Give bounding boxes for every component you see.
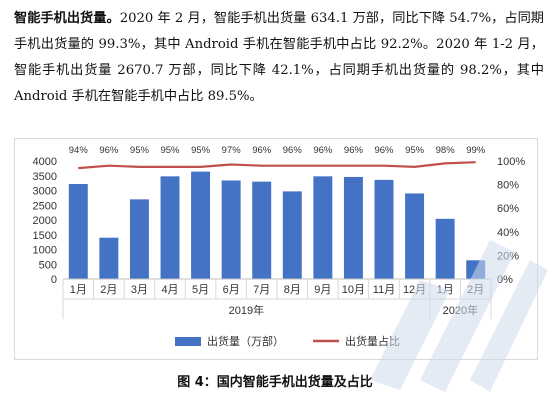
y-tick-label: 1000 [33, 245, 57, 257]
bar [252, 181, 272, 279]
legend-bar-swatch [175, 337, 201, 346]
bar [374, 179, 394, 279]
y-tick-label: 1500 [33, 230, 57, 242]
line-data-label: 95% [405, 145, 425, 156]
figure-caption: 图 4：国内智能手机出货量及占比 [177, 375, 373, 390]
x-tick-label: 11月 [373, 284, 395, 296]
x-tick-label: 1月 [437, 284, 454, 296]
y2-tick-label: 0% [497, 274, 513, 286]
body-paragraph: 智能手机出货量。2020 年 2 月，智能手机出货量 634.1 万部，同比下降… [14, 6, 544, 110]
legend-line-label: 出货量占比 [345, 334, 400, 348]
x-tick-label: 5月 [192, 284, 209, 296]
line-data-label: 96% [283, 145, 303, 156]
y2-tick-label: 100% [497, 156, 525, 168]
shipment-chart: 0 500 1000 1500 2000 2500 3000 3500 4000 0% 20% 40%… [33, 145, 526, 348]
y-tick-label: 2500 [33, 200, 57, 212]
x-tick-label: 1月 [70, 284, 87, 296]
x-tick-label: 9月 [314, 284, 331, 296]
line-data-label: 96% [344, 145, 364, 156]
x-tick-label: 2月 [467, 284, 484, 296]
line-data-label: 99% [466, 145, 486, 156]
x-tick-label: 3月 [131, 284, 148, 296]
line-data-label: 96% [374, 145, 394, 156]
group-label: 2019年 [229, 303, 264, 317]
legend-bar-label: 出货量（万部） [207, 334, 284, 348]
line-data-label: 98% [436, 145, 456, 156]
x-tick-label: 10月 [342, 284, 365, 296]
bar [343, 176, 363, 279]
y2-tick-label: 60% [497, 203, 519, 215]
bar [129, 199, 149, 279]
bar [435, 218, 455, 279]
y-tick-label: 2000 [33, 215, 57, 227]
bar [282, 191, 302, 279]
y-tick-label: 0 [51, 274, 57, 286]
bar [160, 176, 180, 279]
line-data-label: 96% [252, 145, 272, 156]
bar [313, 176, 333, 279]
line-data-label: 96% [99, 145, 119, 156]
line-data-label: 95% [160, 145, 180, 156]
x-tick-label: 4月 [161, 284, 178, 296]
line-data-label: 97% [222, 145, 242, 156]
bar [466, 260, 486, 279]
bar [221, 180, 241, 279]
line-data-label: 95% [130, 145, 150, 156]
bar [191, 171, 211, 279]
y2-tick-label: 80% [497, 180, 519, 192]
bar [99, 237, 119, 279]
y2-tick-label: 40% [497, 227, 519, 239]
paragraph-text: 2020 年 2 月，智能手机出货量 634.1 万部，同比下降 54.7%，占… [14, 11, 544, 104]
y-tick-label: 3500 [33, 171, 57, 183]
x-tick-label: 7月 [253, 284, 270, 296]
paragraph-lead: 智能手机出货量。 [14, 11, 120, 26]
group-label: 2020年 [443, 303, 478, 317]
x-tick-label: 8月 [284, 284, 301, 296]
bar [68, 184, 88, 279]
x-tick-label: 12月 [403, 284, 426, 296]
chart-frame: 0 500 1000 1500 2000 2500 3000 3500 4000 0% 20% 40%… [14, 138, 538, 360]
share-line [78, 161, 476, 170]
x-tick-label: 2月 [100, 284, 117, 296]
y-tick-label: 3000 [33, 186, 57, 198]
y-tick-label: 500 [39, 259, 57, 271]
line-data-label: 94% [69, 145, 89, 156]
y2-tick-label: 20% [497, 250, 519, 262]
line-data-label: 96% [313, 145, 333, 156]
y-tick-label: 4000 [33, 156, 57, 168]
bar [405, 193, 425, 279]
line-data-label: 95% [191, 145, 211, 156]
x-tick-label: 6月 [223, 284, 240, 296]
